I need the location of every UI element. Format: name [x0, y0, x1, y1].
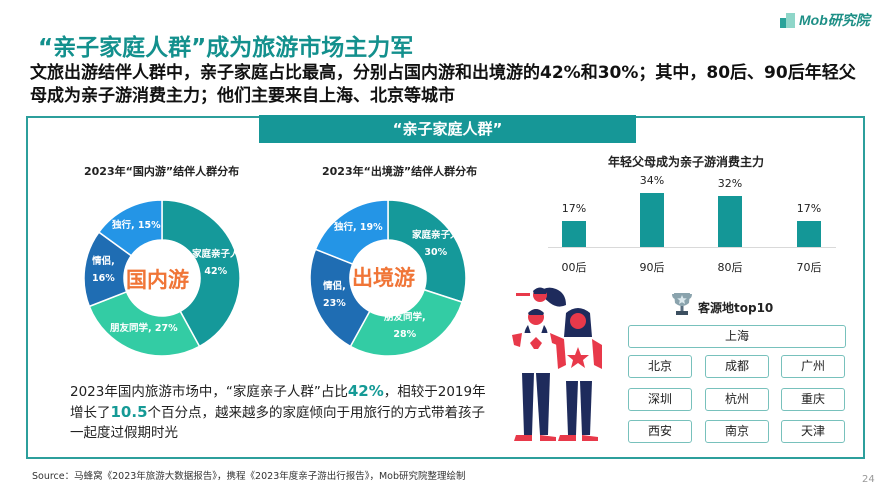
- highlight-42: 42%: [347, 382, 384, 400]
- highlight-10-5: 10.5: [110, 403, 148, 421]
- outbound-slice-family: [387, 199, 467, 304]
- logo-text: Mob研究院: [799, 12, 870, 28]
- outbound-center-label: 出境游: [352, 266, 415, 290]
- city-item: 成都: [705, 355, 769, 378]
- outbound-donut-chart: [309, 199, 467, 357]
- logo-building-icon: [780, 12, 796, 28]
- family-illustration: [512, 287, 602, 441]
- domestic-chart-title: 2023年“国内游”结伴人群分布: [84, 165, 240, 178]
- domestic-label-family: 家庭亲子人 42%: [192, 249, 240, 277]
- outbound-label-family: 家庭亲子人 30%: [412, 230, 460, 258]
- domestic-slice-solo: [97, 199, 163, 257]
- bar-category-00: 00后: [561, 261, 587, 274]
- bar-90: [640, 193, 664, 247]
- bar-80: [718, 196, 742, 247]
- domestic-label-friends: 朋友同学, 27%: [110, 323, 178, 334]
- city-item: 北京: [628, 355, 692, 378]
- domestic-center-label: 国内游: [126, 268, 189, 292]
- bar-category-70: 70后: [796, 261, 822, 274]
- bar-value-80: 32%: [717, 177, 743, 190]
- bar-category-90: 90后: [639, 261, 665, 274]
- outbound-slice-friends: [349, 288, 464, 357]
- city-item: 天津: [781, 420, 845, 443]
- page-subtitle: 文旅出游结伴人群中，亲子家庭占比最高，分别占国内游和出境游的42%和30%；其中…: [30, 63, 856, 106]
- outbound-label-friends: 朋友同学, 28%: [384, 312, 426, 340]
- top10-title: 客源地top10: [698, 301, 774, 315]
- bar-chart-baseline: [548, 247, 836, 248]
- bar-00: [562, 221, 586, 247]
- city-item: 西安: [628, 420, 692, 443]
- source-note: Source：马蜂窝《2023年旅游大数据报告》，携程《2023年度亲子游出行报…: [32, 471, 466, 482]
- outbound-label-solo: 独行, 19%: [334, 222, 383, 233]
- description-text: 2023年国内旅游市场中，“家庭亲子人群”占比42%，相较于2019年增长了10…: [70, 382, 486, 441]
- city-item: 深圳: [628, 388, 692, 411]
- bar-value-00: 17%: [561, 202, 587, 215]
- trophy-icon: [672, 293, 692, 315]
- page-title: “亲子家庭人群”成为旅游市场主力军: [38, 35, 414, 61]
- outbound-label-couple: 情侣, 23%: [323, 281, 346, 309]
- bar-chart-title: 年轻父母成为亲子游消费主力: [608, 155, 765, 169]
- domestic-donut-chart: [83, 199, 241, 357]
- city-item: 杭州: [705, 388, 769, 411]
- domestic-slice-friends: [88, 290, 201, 357]
- bar-value-90: 34%: [639, 174, 665, 187]
- page-number: 24: [862, 474, 875, 485]
- city-item: 重庆: [781, 388, 845, 411]
- outbound-slice-solo: [314, 199, 389, 265]
- outbound-chart-title: 2023年“出境游”结伴人群分布: [322, 165, 478, 178]
- outbound-slice-couple: [309, 248, 371, 348]
- domestic-label-solo: 独行, 15%: [112, 220, 161, 231]
- city-item: 广州: [781, 355, 845, 378]
- city-shanghai: 上海: [628, 325, 846, 348]
- section-header: “亲子家庭人群”: [259, 115, 636, 143]
- mob-logo: Mob研究院: [780, 10, 870, 30]
- bar-70: [797, 221, 821, 247]
- bar-category-80: 80后: [717, 261, 743, 274]
- bar-value-70: 17%: [796, 202, 822, 215]
- city-item: 南京: [705, 420, 769, 443]
- domestic-slice-family: [161, 199, 241, 348]
- domestic-label-couple: 情侣, 16%: [92, 256, 115, 284]
